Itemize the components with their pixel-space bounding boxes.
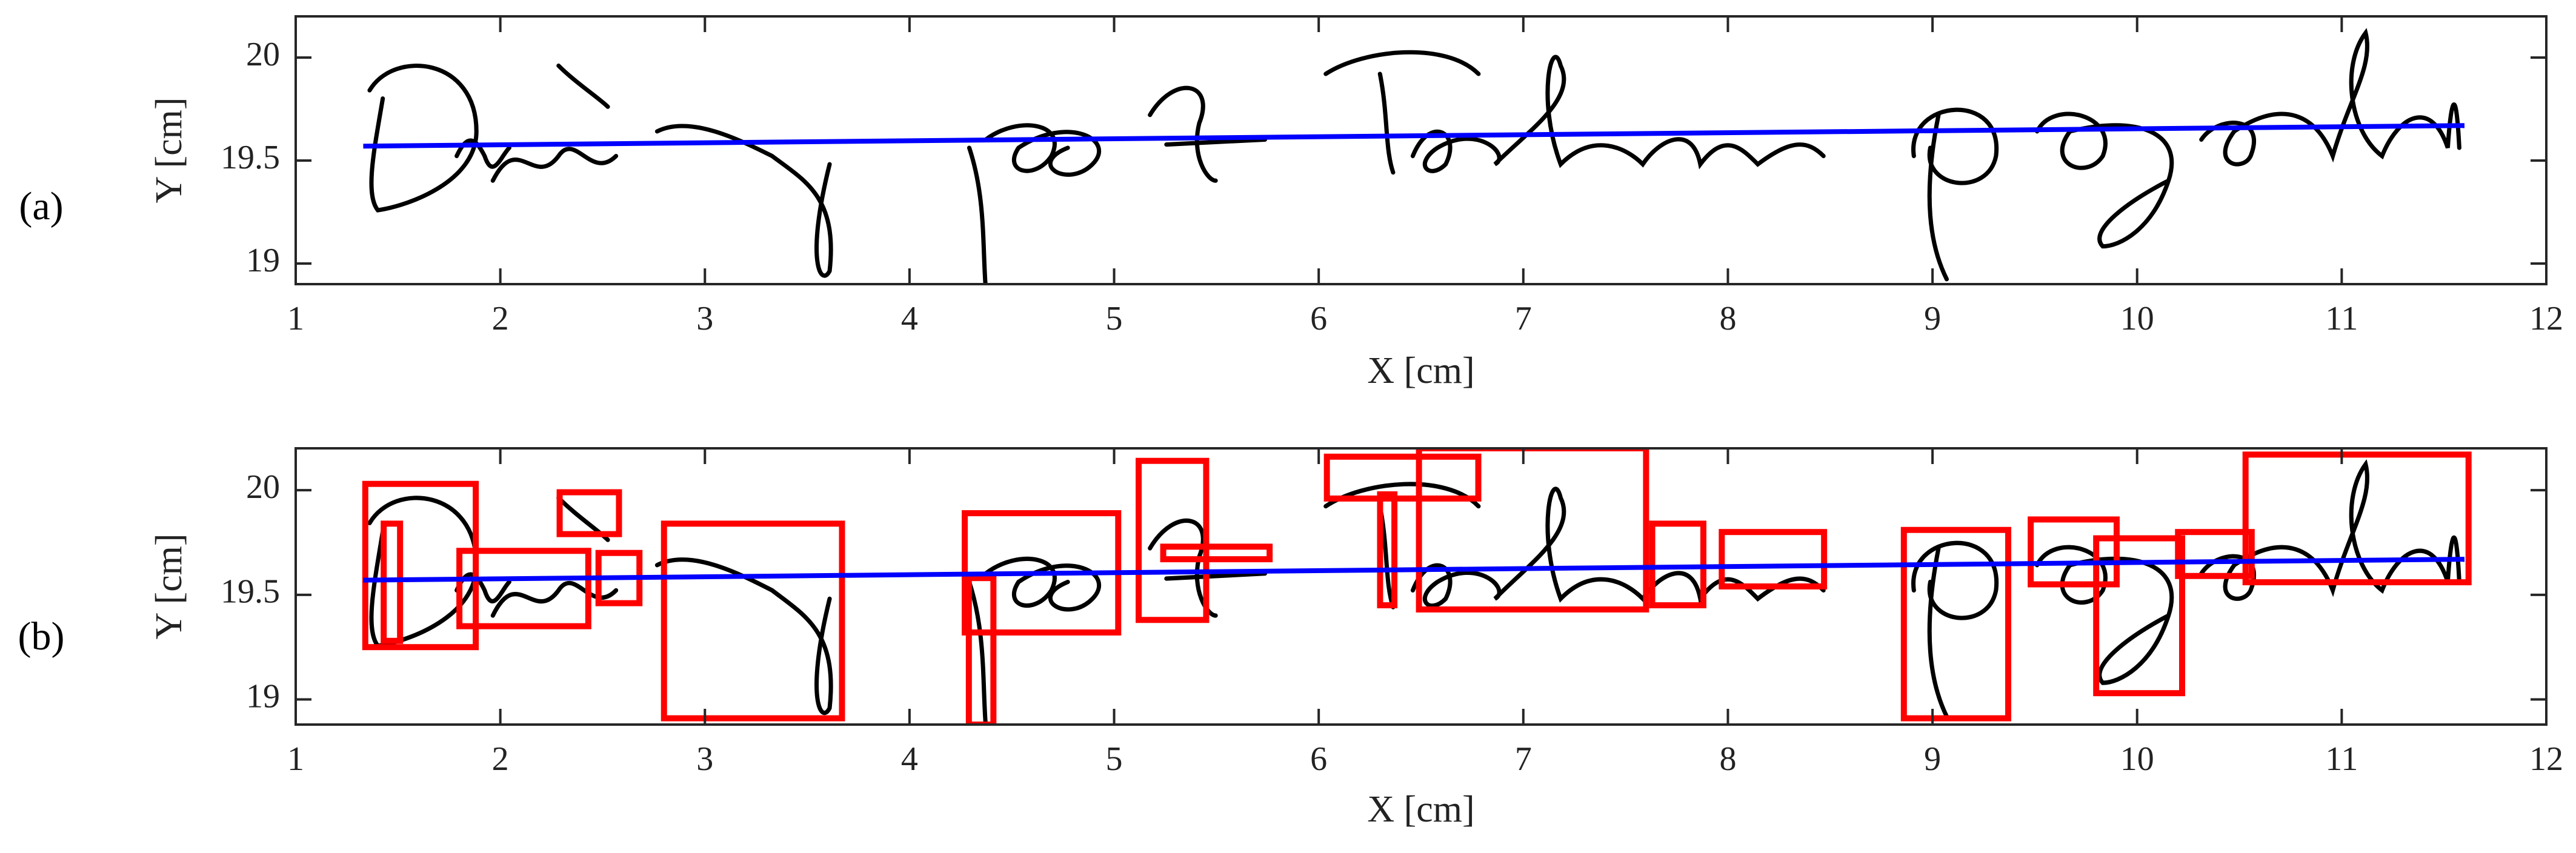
segment-box xyxy=(2242,451,2472,586)
panel-label: (a) xyxy=(19,184,63,228)
segment-box xyxy=(456,548,591,629)
axes-frame xyxy=(295,447,2548,726)
segment-box xyxy=(2093,535,2186,697)
segment-box xyxy=(1323,453,1482,502)
segment-box xyxy=(1900,526,2012,722)
segment-box xyxy=(1416,448,1649,612)
x-tick-label: 7 xyxy=(1515,300,1532,337)
segment-box xyxy=(556,489,622,537)
plot-content xyxy=(362,448,2472,725)
x-tick-label: 11 xyxy=(2325,740,2358,778)
x-tick-label: 8 xyxy=(1719,300,1736,337)
x-tick-label: 12 xyxy=(2529,740,2563,778)
segment-box xyxy=(2175,529,2255,579)
x-tick-label: 1 xyxy=(287,300,304,337)
plot-area xyxy=(296,16,2546,284)
y-tick-label: 19.5 xyxy=(221,139,280,176)
segment-box xyxy=(661,520,845,722)
y-tick-label: 19 xyxy=(246,242,280,279)
y-tick-label: 19.5 xyxy=(221,573,280,611)
x-tick-label: 10 xyxy=(2120,740,2154,778)
x-tick-label: 11 xyxy=(2325,300,2358,337)
x-axis-label: X [cm] xyxy=(1367,789,1474,830)
x-axis-label: X [cm] xyxy=(1367,350,1474,391)
segment-box xyxy=(362,480,479,651)
y-tick-label: 19 xyxy=(246,677,280,715)
segment-box xyxy=(1160,543,1273,563)
segment-box xyxy=(1377,491,1398,609)
x-tick-label: 12 xyxy=(2529,300,2563,337)
segment-box xyxy=(1136,457,1210,623)
x-tick-label: 9 xyxy=(1924,300,1941,337)
fit-line xyxy=(363,557,2465,583)
x-tick-label: 2 xyxy=(492,740,509,778)
segment-box xyxy=(2028,516,2120,588)
y-axis-label: Y [cm] xyxy=(148,533,190,639)
x-tick-label: 4 xyxy=(901,740,918,778)
x-tick-label: 9 xyxy=(1924,740,1941,778)
x-tick-label: 3 xyxy=(696,300,713,337)
x-tick-label: 5 xyxy=(1106,300,1123,337)
panel-label: (b) xyxy=(18,614,65,659)
fit-line xyxy=(363,123,2465,149)
x-tick-label: 8 xyxy=(1719,740,1736,778)
x-tick-label: 6 xyxy=(1310,740,1327,778)
plot-content xyxy=(363,123,2465,149)
y-axis-label: Y [cm] xyxy=(148,97,190,203)
segment-box xyxy=(965,575,997,725)
x-tick-label: 3 xyxy=(696,740,713,778)
y-tick-label: 20 xyxy=(246,36,280,73)
x-tick-label: 6 xyxy=(1310,300,1327,337)
x-tick-label: 1 xyxy=(287,740,304,778)
x-tick-label: 2 xyxy=(492,300,509,337)
x-tick-label: 10 xyxy=(2120,300,2154,337)
axes-frame xyxy=(295,15,2548,285)
x-tick-label: 7 xyxy=(1515,740,1532,778)
x-tick-label: 4 xyxy=(901,300,918,337)
y-tick-label: 20 xyxy=(246,468,280,506)
segment-box xyxy=(1719,529,1828,590)
x-tick-label: 5 xyxy=(1106,740,1123,778)
